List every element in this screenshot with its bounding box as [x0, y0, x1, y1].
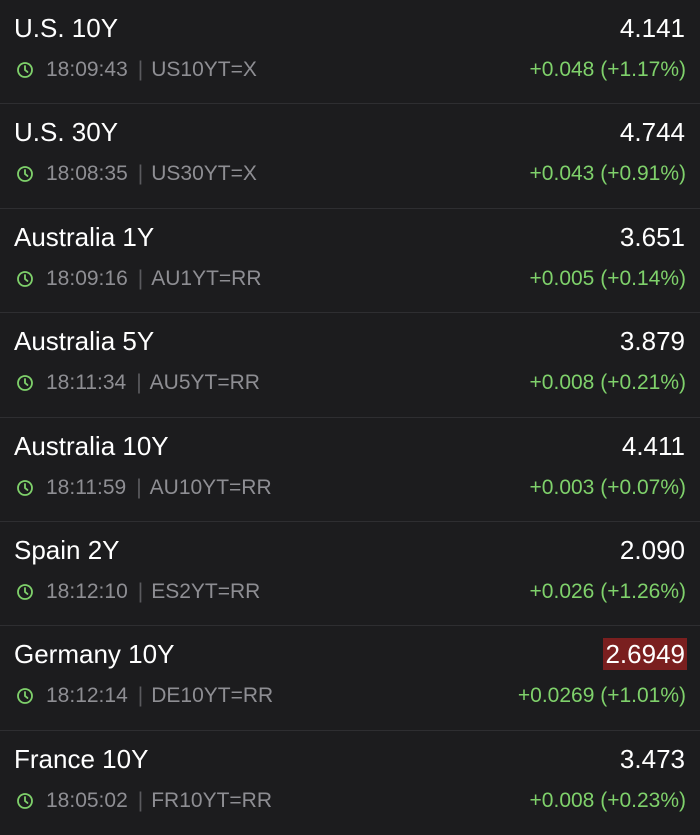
- separator: |: [137, 266, 144, 290]
- quote-meta: 18:12:10 | ES2YT=RR: [16, 578, 260, 606]
- last-price: 4.411: [621, 430, 685, 461]
- instrument-name: U.S. 10Y: [14, 13, 119, 43]
- quote-row[interactable]: U.S. 30Y 4.744 18:08:35 | US30YT=X +0.04…: [0, 104, 700, 209]
- clock-icon: [17, 62, 33, 78]
- instrument-name: Spain 2Y: [14, 534, 120, 565]
- separator: |: [136, 371, 142, 395]
- instrument-name: Germany 10Y: [14, 639, 175, 670]
- instrument-name: U.S. 30Y: [14, 117, 119, 148]
- quote-row[interactable]: Spain 2Y 2.090 18:12:10 | ES2YT=RR +0.02…: [0, 522, 700, 627]
- separator: |: [137, 162, 144, 186]
- instrument-name: France 10Y: [14, 743, 149, 774]
- quote-meta: 18:11:34 | AU5YT=RR: [16, 369, 260, 397]
- update-time: 18:12:10: [46, 579, 128, 603]
- price-change: +0.005 (+0.14%): [529, 266, 686, 290]
- price-change: +0.008 (+0.21%): [529, 371, 686, 395]
- last-price: 3.651: [619, 221, 685, 252]
- price-change: +0.0269 (+1.01%): [517, 684, 686, 708]
- clock-icon: [17, 375, 33, 392]
- last-price: 4.744: [619, 117, 685, 148]
- ticker-symbol: DE10YT=RR: [151, 684, 274, 708]
- quote-meta: 18:05:02 | FR10YT=RR: [16, 787, 272, 815]
- separator: |: [136, 475, 142, 499]
- last-price: 3.473: [619, 743, 685, 774]
- quote-row[interactable]: Australia 1Y 3.651 18:09:16 | AU1YT=RR +…: [0, 209, 700, 314]
- clock-icon: [17, 166, 33, 183]
- separator: |: [137, 684, 144, 708]
- ticker-symbol: AU10YT=RR: [149, 475, 272, 499]
- quote-row[interactable]: Australia 10Y 4.411 18:11:59 | AU10YT=RR…: [0, 418, 700, 522]
- clock-icon: [17, 792, 33, 809]
- separator: |: [137, 788, 144, 812]
- quote-meta: 18:12:14 | DE10YT=RR: [16, 682, 273, 710]
- separator: |: [137, 58, 144, 81]
- instrument-name: Australia 5Y: [14, 326, 155, 357]
- update-time: 18:11:34: [46, 371, 127, 395]
- update-time: 18:12:14: [46, 684, 128, 708]
- price-change: +0.003 (+0.07%): [529, 475, 686, 499]
- clock-icon: [17, 688, 33, 705]
- price-change: +0.008 (+0.23%): [529, 788, 686, 812]
- quote-meta: 18:11:59 | AU10YT=RR: [16, 474, 272, 502]
- update-time: 18:09:16: [46, 266, 128, 290]
- ticker-symbol: US10YT=X: [151, 58, 257, 81]
- instrument-name: Australia 1Y: [14, 221, 155, 252]
- clock-icon: [17, 270, 33, 287]
- quote-row[interactable]: Australia 5Y 3.879 18:11:34 | AU5YT=RR +…: [0, 313, 700, 418]
- last-price: 3.879: [619, 326, 685, 357]
- last-price: 2.6949: [603, 638, 687, 671]
- quote-row[interactable]: Germany 10Y 2.6949 18:12:14 | DE10YT=RR …: [0, 626, 700, 731]
- ticker-symbol: ES2YT=RR: [151, 579, 261, 603]
- price-change: +0.043 (+0.91%): [529, 162, 686, 186]
- ticker-symbol: US30YT=X: [151, 162, 257, 186]
- price-change: +0.048 (+1.17%): [529, 58, 686, 81]
- price-change: +0.026 (+1.26%): [529, 579, 686, 603]
- update-time: 18:05:02: [46, 788, 128, 812]
- quote-meta: 18:08:35 | US30YT=X: [16, 160, 257, 188]
- ticker-symbol: AU1YT=RR: [151, 266, 262, 290]
- instrument-name: Australia 10Y: [14, 430, 169, 461]
- quote-row[interactable]: U.S. 10Y 4.141 18:09:43 | US10YT=X +0.04…: [0, 0, 700, 105]
- clock-icon: [17, 479, 33, 496]
- update-time: 18:09:43: [46, 58, 128, 81]
- quote-meta: 18:09:16 | AU1YT=RR: [16, 265, 262, 293]
- separator: |: [137, 579, 144, 603]
- update-time: 18:11:59: [46, 475, 127, 499]
- last-price: 4.141: [619, 13, 685, 43]
- quote-row[interactable]: France 10Y 3.473 18:05:02 | FR10YT=RR +0…: [0, 731, 700, 835]
- ticker-symbol: FR10YT=RR: [151, 788, 272, 812]
- update-time: 18:08:35: [46, 162, 128, 186]
- last-price: 2.090: [619, 534, 685, 565]
- ticker-symbol: AU5YT=RR: [149, 371, 260, 395]
- clock-icon: [17, 583, 33, 600]
- quote-meta: 18:09:43 | US10YT=X: [16, 56, 257, 84]
